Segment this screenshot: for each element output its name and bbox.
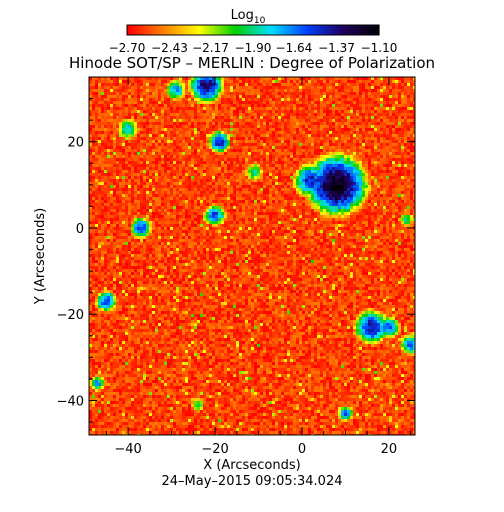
- y-tick-label: −20: [57, 308, 84, 323]
- chart-title: Hinode SOT/SP – MERLIN : Degree of Polar…: [69, 54, 435, 72]
- colorbar: [127, 25, 380, 35]
- colorbar-tick-label: −2.17: [192, 41, 229, 55]
- x-tick-label: −20: [201, 442, 228, 457]
- colorbar-tick-label: −2.70: [109, 41, 146, 55]
- colorbar-tick-label: −1.10: [361, 41, 398, 55]
- y-tick-label: −40: [57, 394, 84, 409]
- x-tick-label: 20: [381, 442, 398, 457]
- heatmap: [89, 77, 415, 435]
- x-tick-label: −40: [114, 442, 141, 457]
- colorbar-title: Log10: [231, 8, 266, 26]
- colorbar-tick-label: −1.64: [276, 41, 313, 55]
- colorbar-tick-labels: −2.70 −2.43 −2.17 −1.90 −1.64 −1.37 −1.10: [109, 41, 398, 55]
- x-axis-label: X (Arcseconds): [203, 458, 300, 473]
- x-tick-label: 0: [298, 442, 306, 457]
- y-tick-label: 0: [76, 222, 84, 237]
- colorbar-tick-label: −2.43: [151, 41, 188, 55]
- axes: −40 −20 0 20 −40 −20 0 20: [57, 76, 415, 457]
- colorbar-frame: [126, 24, 380, 36]
- y-axis-label: Y (Arcseconds): [33, 208, 48, 305]
- timestamp: 24–May–2015 09:05:34.024: [162, 474, 343, 489]
- colorbar-tick-label: −1.37: [318, 41, 355, 55]
- colorbar-tick-label: −1.90: [235, 41, 272, 55]
- y-tick-label: 20: [67, 136, 84, 151]
- plot-frame: [88, 76, 416, 436]
